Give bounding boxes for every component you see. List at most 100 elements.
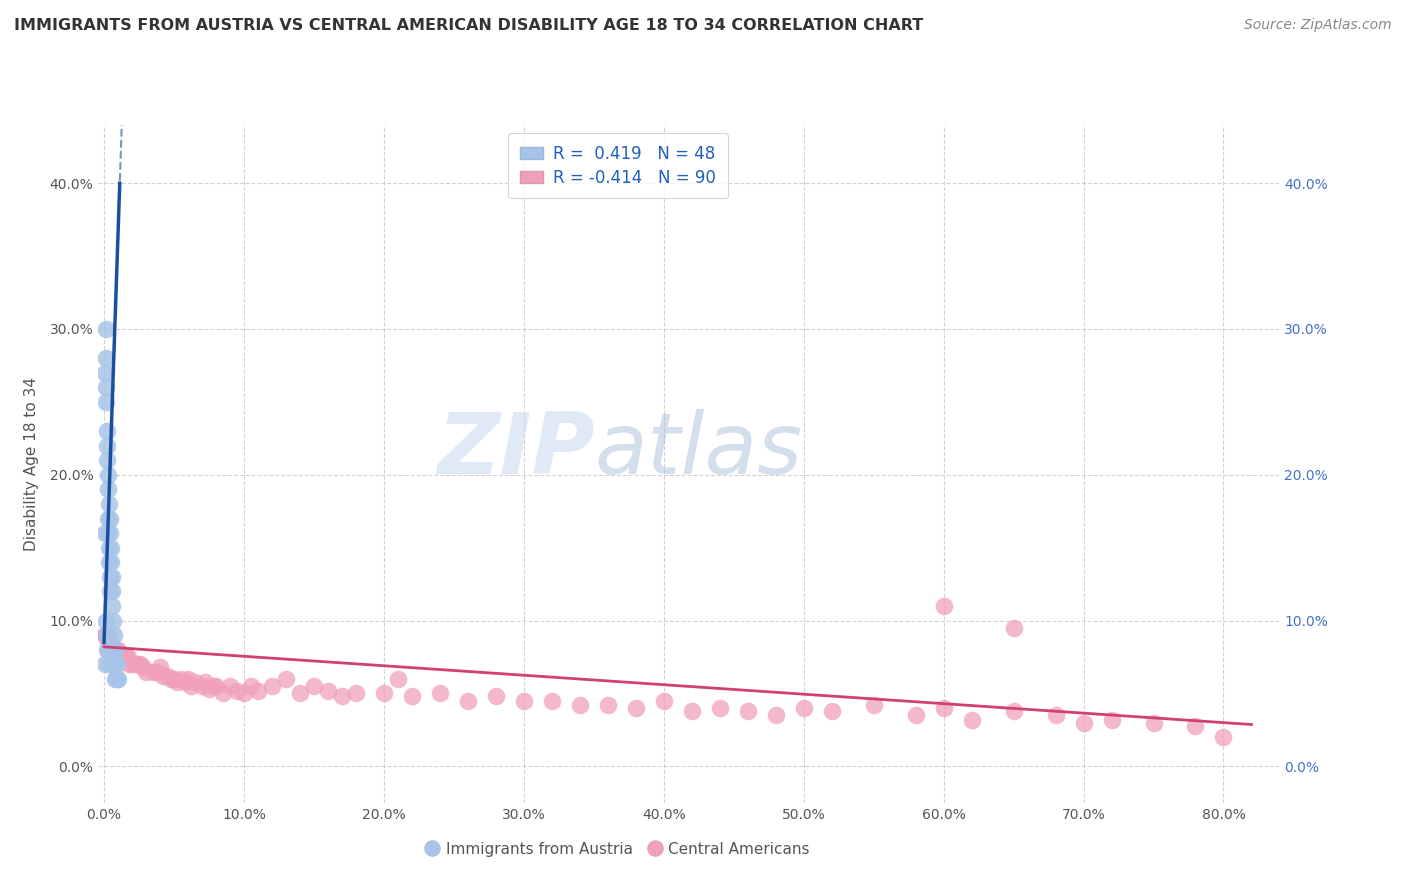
Point [98,657,121,672]
Point [97,511,120,525]
Point [184,674,207,689]
Point [132,660,155,674]
Point [129,657,152,672]
Point [149,660,172,674]
Point [960,713,983,727]
Point [100,555,122,569]
Point [94,614,117,628]
Point [94,628,117,642]
Point [98,511,121,525]
Point [112,650,135,665]
Point [110,650,132,665]
Point [118,657,141,672]
Point [166,674,188,689]
Point [96,453,118,467]
Point [1002,621,1025,635]
Legend: Immigrants from Austria, Central Americans: Immigrants from Austria, Central America… [420,836,815,863]
Point [288,686,311,700]
Point [152,669,174,683]
Point [205,679,228,693]
Point [104,642,127,657]
Point [93,628,115,642]
Point [344,686,367,700]
Point [652,694,675,708]
Point [101,599,124,613]
Point [103,642,125,657]
Point [821,704,844,718]
Point [1184,718,1206,732]
Point [101,642,124,657]
Point [94,322,117,336]
Point [1212,730,1234,744]
Point [373,686,395,700]
Point [226,683,249,698]
Point [114,650,136,665]
Point [94,526,117,541]
Y-axis label: Disability Age 18 to 34: Disability Age 18 to 34 [24,376,38,551]
Point [174,674,197,689]
Point [96,424,118,438]
Text: IMMIGRANTS FROM AUSTRIA VS CENTRAL AMERICAN DISABILITY AGE 18 TO 34 CORRELATION : IMMIGRANTS FROM AUSTRIA VS CENTRAL AMERI… [14,18,924,33]
Point [94,366,117,380]
Point [142,665,165,679]
Point [101,584,124,599]
Point [170,672,193,686]
Point [1073,715,1095,730]
Point [1045,708,1067,723]
Point [98,570,121,584]
Point [97,526,120,541]
Point [101,614,124,628]
Point [932,599,955,613]
Point [124,657,146,672]
Point [96,642,118,657]
Point [100,570,122,584]
Point [274,672,297,686]
Point [104,657,127,672]
Point [302,679,325,693]
Point [98,584,121,599]
Point [135,665,157,679]
Point [104,657,127,672]
Point [105,642,128,657]
Point [260,679,283,693]
Point [101,642,124,657]
Point [107,672,129,686]
Point [932,701,955,715]
Point [239,679,262,693]
Point [212,686,235,700]
Point [709,701,731,715]
Point [97,635,120,649]
Text: atlas: atlas [595,409,803,491]
Point [127,657,149,672]
Point [862,698,884,712]
Point [105,657,128,672]
Point [97,541,120,555]
Point [121,657,143,672]
Point [103,628,125,642]
Point [96,628,118,642]
Point [146,665,169,679]
Text: Source: ZipAtlas.com: Source: ZipAtlas.com [1244,18,1392,32]
Point [100,642,122,657]
Point [117,650,139,665]
Point [737,704,759,718]
Point [219,679,242,693]
Point [429,686,451,700]
Point [105,672,128,686]
Point [98,555,121,569]
Point [330,690,353,704]
Point [96,628,118,642]
Point [103,642,125,657]
Point [681,704,703,718]
Point [163,672,186,686]
Point [94,351,117,366]
Point [904,708,927,723]
Point [108,650,131,665]
Point [101,657,124,672]
Point [177,672,200,686]
Point [485,690,508,704]
Point [96,395,118,409]
Point [115,650,138,665]
Point [198,682,221,697]
Point [160,672,183,686]
